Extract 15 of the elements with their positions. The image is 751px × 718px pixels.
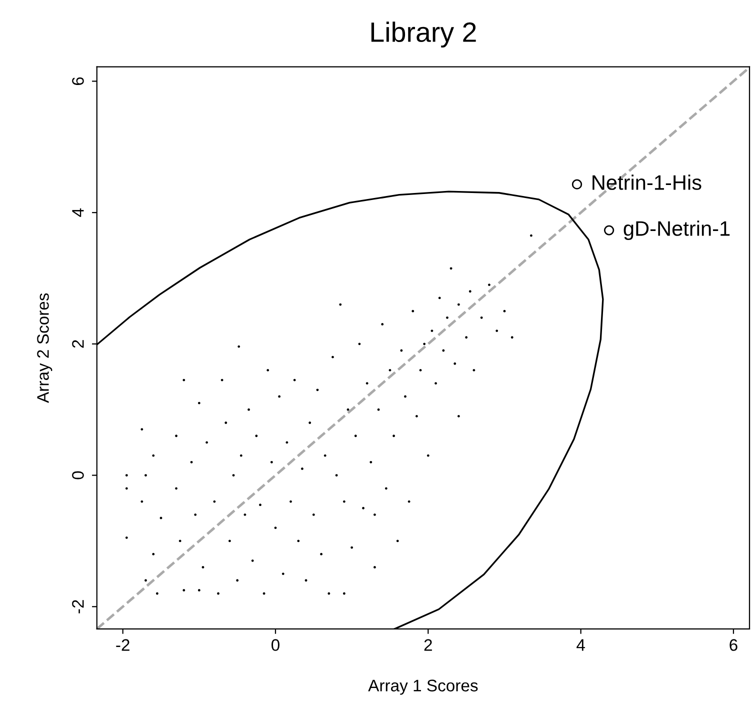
annotation: gD-Netrin-1 [624, 220, 730, 240]
x-tick-label: 0 [272, 639, 280, 651]
y-tick-label: 0 [72, 471, 84, 480]
annotation: Netrin-1-His [592, 174, 702, 190]
y-tick-label: 6 [72, 77, 84, 86]
x-tick-label: 6 [730, 639, 738, 651]
x-tick-label: -2 [116, 639, 130, 651]
y-axis-title: Array 2 Scores [37, 293, 52, 403]
x-tick-label: 2 [424, 639, 432, 651]
chart-title: Library 2 [371, 22, 476, 48]
y-tick-label: 4 [72, 208, 84, 217]
y-tick-label: 2 [72, 340, 84, 348]
x-axis-title: Array 1 Scores [368, 680, 478, 695]
x-tick-label: 4 [576, 639, 585, 651]
y-tick-label: -2 [72, 600, 84, 614]
